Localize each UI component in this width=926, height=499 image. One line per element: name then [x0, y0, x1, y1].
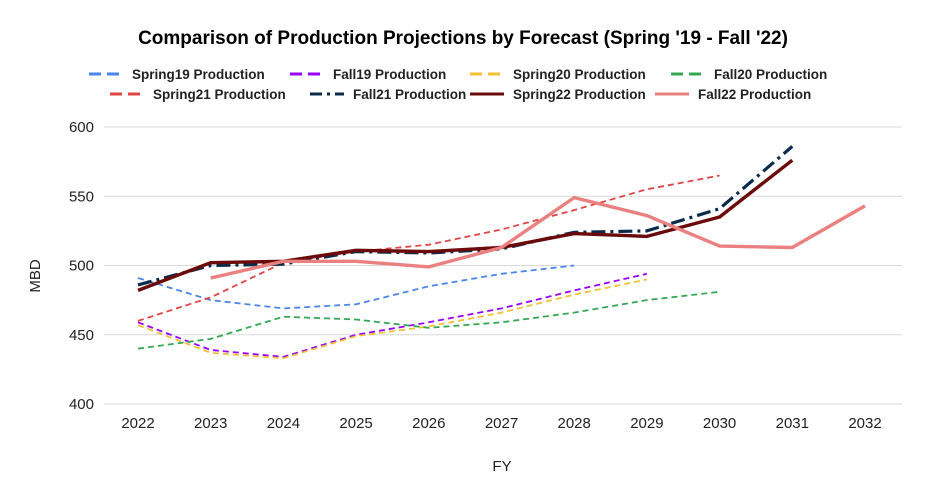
legend-label: Spring20 Production: [513, 67, 646, 82]
legend: Spring19 Production Fall19 Production Spri…: [89, 67, 827, 102]
legend-item-fall19-production: Fall19 Production: [290, 67, 446, 82]
chart-title: Comparison of Production Projections by …: [138, 28, 788, 49]
x-axis-title: FY: [492, 458, 511, 475]
x-tick-label: 2032: [848, 415, 881, 432]
x-tick-label: 2025: [339, 415, 372, 432]
legend-label: Spring21 Production: [153, 87, 286, 102]
legend-label: Fall20 Production: [714, 67, 827, 82]
series-line-fall19-production: [137, 272, 648, 358]
legend-label: Fall22 Production: [698, 87, 811, 102]
legend-item-spring19-production: Spring19 Production: [89, 67, 265, 82]
legend-label: Spring22 Production: [513, 87, 646, 102]
x-tick-label: 2024: [267, 415, 300, 432]
legend-item-spring21-production: Spring21 Production: [110, 87, 286, 102]
legend-item-fall21-production: Fall21 Production: [310, 87, 466, 102]
x-tick-label: 2027: [485, 415, 518, 432]
legend-item-fall22-production: Fall22 Production: [655, 87, 811, 102]
legend-item-fall20-production: Fall20 Production: [671, 67, 827, 82]
x-tick-label: 2026: [412, 415, 445, 432]
x-tick-label: 2029: [630, 415, 663, 432]
x-tick-label: 2023: [194, 415, 227, 432]
y-axis-ticks: 400 450 500 550 600: [69, 119, 94, 413]
series-line-spring22-production: [137, 158, 794, 292]
legend-item-spring22-production: Spring22 Production: [470, 87, 646, 102]
legend-label: Spring19 Production: [132, 67, 265, 82]
y-tick-label: 600: [69, 119, 94, 136]
series-line-spring20-production: [137, 278, 648, 360]
series-line-spring19-production: [137, 264, 575, 310]
x-tick-label: 2028: [558, 415, 591, 432]
legend-label: Fall19 Production: [333, 67, 446, 82]
x-tick-label: 2022: [121, 415, 154, 432]
y-tick-label: 500: [69, 258, 94, 275]
y-tick-label: 550: [69, 188, 94, 205]
x-tick-label: 2031: [776, 415, 809, 432]
y-tick-label: 450: [69, 327, 94, 344]
x-tick-label: 2030: [703, 415, 736, 432]
y-axis-title: MBD: [27, 259, 44, 293]
series-lines: [137, 145, 866, 360]
series-line-fall22-production: [210, 195, 866, 280]
legend-label: Fall21 Production: [353, 87, 466, 102]
series-line-fall20-production: [137, 290, 720, 350]
x-axis-ticks: 2022 2023 2024 2025 2026 2027 2028 2029 2030 2031…: [121, 415, 881, 432]
series-line-fall21-production: [137, 145, 794, 287]
series-line-spring21-production: [137, 174, 720, 322]
legend-item-spring20-production: Spring20 Production: [470, 67, 646, 82]
y-tick-label: 400: [69, 396, 94, 413]
